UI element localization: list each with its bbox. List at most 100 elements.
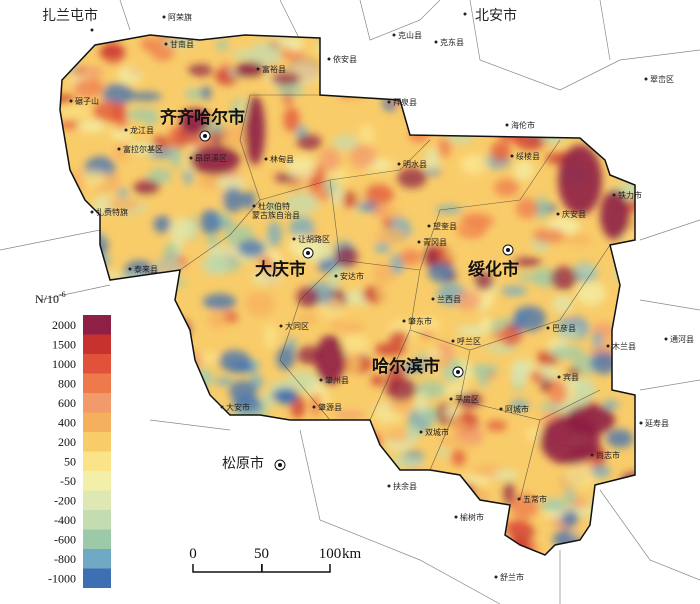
field-blob — [159, 349, 183, 374]
field-blob — [614, 491, 629, 508]
place-dot — [392, 33, 396, 37]
field-blob — [162, 518, 184, 537]
field-blob — [289, 540, 301, 555]
field-blob — [332, 135, 359, 151]
field-blob — [60, 53, 79, 74]
field-blob — [109, 128, 134, 140]
field-blob — [626, 132, 635, 142]
place-dot — [402, 319, 406, 323]
field-blob — [146, 279, 169, 303]
field-blob — [437, 113, 453, 133]
field-blob — [207, 245, 240, 256]
field-blob — [397, 167, 427, 189]
field-blob — [445, 132, 475, 144]
field-blob — [355, 180, 366, 206]
field-blob — [596, 104, 615, 123]
legend-swatch — [83, 334, 111, 354]
place-dot — [164, 42, 168, 46]
field-blob — [154, 392, 184, 408]
place-dot — [334, 274, 338, 278]
field-blob — [207, 310, 228, 329]
place-dot — [117, 147, 121, 151]
field-blob — [337, 427, 366, 436]
place-dot — [189, 156, 193, 160]
place-dot — [431, 297, 435, 301]
field-blob — [500, 285, 528, 297]
field-blob — [556, 52, 581, 70]
field-blob — [470, 56, 486, 80]
county-label: 大安市 — [226, 402, 250, 412]
field-blob — [183, 403, 214, 416]
outside-city-label: 松原市 — [222, 455, 264, 472]
field-blob — [232, 522, 244, 546]
field-blob — [137, 469, 172, 489]
field-blob — [502, 35, 515, 41]
field-blob — [60, 454, 63, 474]
field-blob — [252, 269, 283, 286]
field-blob — [317, 74, 347, 85]
field-blob — [149, 517, 173, 530]
field-blob — [498, 35, 521, 55]
field-blob — [117, 187, 128, 199]
place-dot — [327, 57, 331, 61]
county-label: 海伦市 — [511, 120, 535, 130]
field-blob — [358, 202, 378, 212]
field-blob — [201, 351, 219, 364]
field-blob — [385, 377, 417, 401]
place-dot — [69, 99, 73, 103]
field-blob — [331, 317, 342, 332]
city-symbol-dot — [203, 134, 207, 138]
field-blob — [621, 472, 635, 488]
field-blob — [263, 202, 282, 214]
field-blob — [181, 502, 209, 518]
field-blob — [586, 76, 599, 91]
place-dot — [451, 339, 455, 343]
field-blob — [232, 49, 251, 60]
field-blob — [550, 344, 584, 360]
county-label: 庆安县 — [562, 209, 586, 219]
field-blob — [376, 283, 387, 301]
field-blob — [551, 83, 583, 92]
field-blob — [601, 94, 621, 108]
field-blob — [563, 462, 597, 488]
field-blob — [170, 527, 187, 547]
field-blob — [276, 346, 295, 371]
field-blob — [590, 497, 621, 512]
field-blob — [510, 493, 539, 520]
hot-spot — [245, 95, 265, 165]
field-blob — [245, 291, 275, 317]
field-blob — [107, 197, 140, 212]
county-label: 甘南县 — [170, 39, 194, 49]
field-blob — [150, 445, 182, 470]
field-blob — [60, 201, 70, 223]
field-blob — [286, 470, 320, 489]
field-blob — [124, 533, 154, 549]
field-blob — [435, 522, 449, 547]
field-blob — [445, 245, 480, 262]
field-blob — [451, 448, 467, 467]
field-blob — [329, 484, 340, 506]
field-blob — [84, 66, 103, 78]
field-blob — [293, 550, 305, 555]
field-blob — [548, 380, 568, 405]
field-blob — [532, 228, 566, 244]
county-label: 肇州县 — [325, 375, 349, 385]
field-blob — [267, 221, 282, 247]
county-label: 扶余县 — [393, 481, 417, 491]
city-symbol-dot — [456, 370, 460, 374]
field-blob — [276, 388, 298, 405]
field-blob — [576, 265, 598, 275]
field-blob — [395, 66, 424, 80]
field-blob — [377, 35, 390, 43]
scale-unit: km — [342, 546, 362, 562]
field-blob — [510, 364, 529, 387]
field-blob — [128, 91, 162, 101]
field-blob — [330, 509, 348, 518]
legend-swatch — [83, 451, 111, 471]
field-blob — [258, 393, 277, 408]
place-dot — [162, 15, 166, 19]
field-blob — [169, 143, 183, 169]
field-blob — [492, 469, 519, 481]
field-blob — [439, 435, 460, 445]
legend-label: -800 — [54, 552, 76, 566]
